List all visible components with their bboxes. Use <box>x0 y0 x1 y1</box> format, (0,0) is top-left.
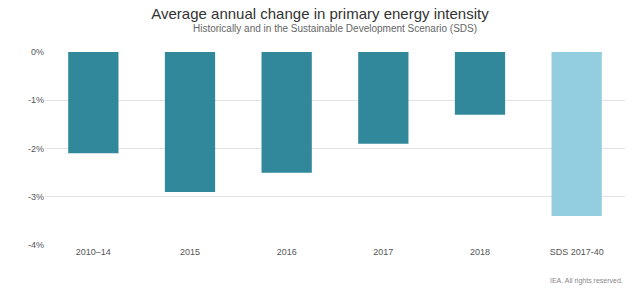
svg-text:-4%: -4% <box>28 240 44 250</box>
svg-text:2015: 2015 <box>180 247 200 257</box>
svg-text:-3%: -3% <box>28 192 44 202</box>
svg-text:2010–14: 2010–14 <box>76 247 111 257</box>
svg-text:Historically and in the Sustai: Historically and in the Sustainable Deve… <box>193 23 477 34</box>
svg-text:2016: 2016 <box>277 247 297 257</box>
svg-text:-1%: -1% <box>28 95 44 105</box>
svg-text:2017: 2017 <box>373 247 393 257</box>
svg-text:SDS 2017-40: SDS 2017-40 <box>550 247 604 257</box>
svg-text:-2%: -2% <box>28 144 44 154</box>
svg-text:0%: 0% <box>31 47 44 57</box>
svg-text:Average annual change in prima: Average annual change in primary energy … <box>151 5 489 22</box>
svg-text:IEA. All rights reserved.: IEA. All rights reserved. <box>550 277 623 285</box>
svg-text:2018: 2018 <box>470 247 490 257</box>
